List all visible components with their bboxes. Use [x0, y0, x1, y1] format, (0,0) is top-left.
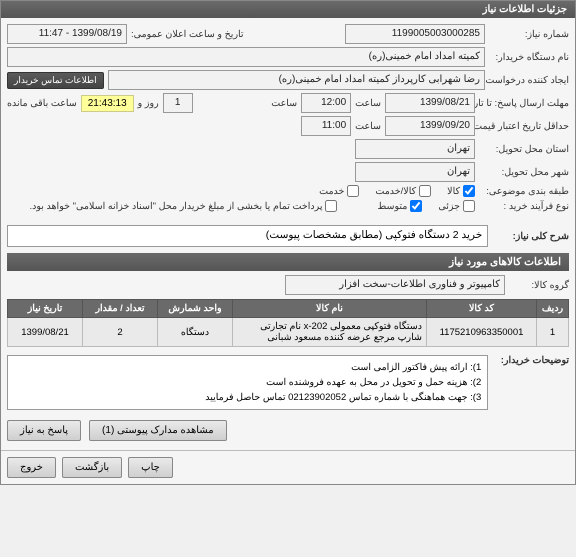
creator-field: رضا شهرابی کارپرداز کمیته امداد امام خمی… [108, 70, 485, 90]
cell-code: 1175210963350001 [427, 318, 537, 347]
cell-idx: 1 [537, 318, 569, 347]
days-left: 1 [163, 93, 193, 113]
countdown-timer: 21:43:13 [81, 95, 134, 112]
th-name: نام کالا [233, 300, 427, 318]
city-field: تهران [355, 162, 475, 182]
lbl-medium: متوسط [377, 201, 407, 212]
lbl-goods-service: کالا/خدمت [375, 186, 416, 197]
date-public-field: 1399/08/19 - 11:47 [7, 24, 127, 44]
th-code: کد کالا [427, 300, 537, 318]
lbl-province: استان محل تحویل: [479, 144, 569, 155]
buyer-org-field: کمیته امداد امام خمینی(ره) [7, 47, 485, 67]
deadline-ans-date: 1399/08/21 [385, 93, 475, 113]
lbl-creator: ایجاد کننده درخواست: [489, 75, 569, 86]
panel-title: جزئیات اطلاعات نیاز [1, 1, 575, 18]
chk-medium[interactable] [410, 200, 422, 212]
lbl-deadline-price: حداقل تاریخ اعتبار قیمت: تا تاریخ: [479, 121, 569, 132]
chk-service[interactable] [347, 185, 359, 197]
lbl-goods: کالا [447, 186, 460, 197]
deadline-price-date: 1399/09/20 [385, 116, 475, 136]
attachments-button[interactable]: مشاهده مدارک پیوستی (1) [89, 420, 227, 441]
cell-date: 1399/08/21 [8, 318, 83, 347]
buyer-notes-field: 1): ارائه پیش فاکتور الزامی است 2): هزین… [7, 355, 488, 410]
th-idx: ردیف [537, 300, 569, 318]
deadline-ans-time: 12:00 [301, 93, 351, 113]
lbl-buyer-org: نام دستگاه خریدار: [489, 52, 569, 63]
table-row: 1 1175210963350001 دستگاه فتوکپی معمولی … [8, 318, 569, 347]
lbl-budget-type: طبقه بندی موضوعی: [479, 186, 569, 197]
exit-button[interactable]: خروج [7, 457, 56, 478]
lbl-general-desc: شرح کلی نیاز: [492, 231, 569, 242]
lbl-deadline-ans: مهلت ارسال پاسخ: تا تاریخ: [479, 98, 569, 109]
cell-qty: 2 [83, 318, 158, 347]
th-qty: تعداد / مقدار [83, 300, 158, 318]
goods-group-field: کامپیوتر و فناوری اطلاعات-سخت افزار [285, 275, 505, 295]
deadline-price-time: 11:00 [301, 116, 351, 136]
lbl-day: روز و [138, 98, 159, 109]
lbl-buyer-notes: توضیحات خریدار: [492, 355, 569, 366]
lbl-city: شهر محل تحویل: [479, 167, 569, 178]
chk-treasury[interactable] [325, 200, 337, 212]
items-table: ردیف کد کالا نام کالا واحد شمارش تعداد /… [7, 299, 569, 347]
items-section-header: اطلاعات کالاهای مورد نیاز [7, 253, 569, 271]
need-details-panel: جزئیات اطلاعات نیاز شماره نیاز: 11990050… [0, 0, 576, 485]
lbl-hour2: ساعت [271, 98, 297, 109]
th-date: تاریخ نیاز [8, 300, 83, 318]
chk-minor[interactable] [463, 200, 475, 212]
lbl-buy-type: نوع فرآیند خرید : [479, 201, 569, 212]
chk-goods-service[interactable] [419, 185, 431, 197]
back-button[interactable]: بازگشت [62, 457, 122, 478]
lbl-need-no: شماره نیاز: [489, 29, 569, 40]
province-field: تهران [355, 139, 475, 159]
lbl-hour1: ساعت [355, 98, 381, 109]
contact-info-button[interactable]: اطلاعات تماس خریدار [7, 72, 104, 89]
th-unit: واحد شمارش [158, 300, 233, 318]
lbl-goods-group: گروه کالا: [509, 280, 569, 291]
print-button[interactable]: چاپ [128, 457, 173, 478]
lbl-date-public: تاریخ و ساعت اعلان عمومی: [131, 29, 244, 40]
cell-name: دستگاه فتوکپی معمولی x-202 نام تجارتی شا… [233, 318, 427, 347]
cell-unit: دستگاه [158, 318, 233, 347]
need-no-field: 1199005003000285 [345, 24, 485, 44]
lbl-treasury: پرداخت تمام یا بخشی از مبلغ خریدار محل "… [30, 201, 323, 212]
general-desc-field: خرید 2 دستگاه فتوکپی (مطابق مشخصات پیوست… [7, 225, 488, 247]
lbl-hour3: ساعت [355, 121, 381, 132]
lbl-service: خدمت [319, 186, 344, 197]
lbl-remain: ساعت باقی مانده [7, 98, 77, 109]
reply-button[interactable]: پاسخ به نیاز [7, 420, 81, 441]
chk-goods[interactable] [463, 185, 475, 197]
lbl-minor: جزئی [438, 201, 460, 212]
